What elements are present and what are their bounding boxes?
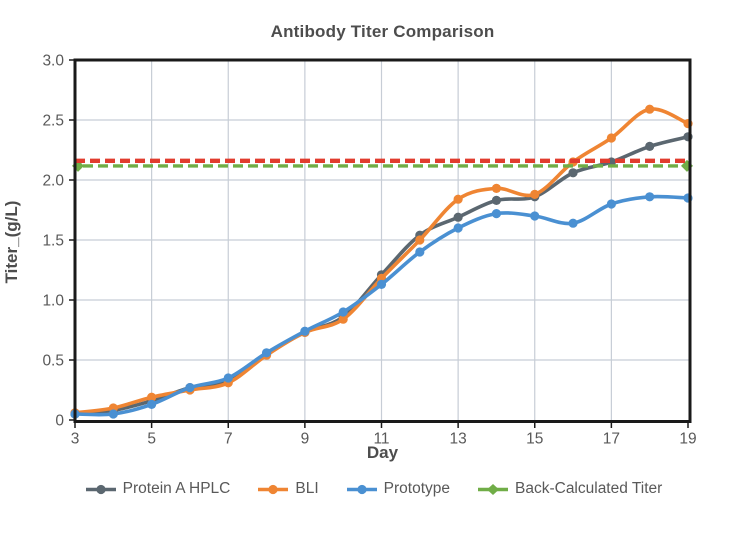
circle-marker-icon [568, 168, 578, 178]
circle-marker-icon [491, 195, 502, 205]
x-tick-label: 11 [373, 431, 389, 448]
circle-marker-icon [530, 211, 540, 221]
y-tick-label: 1.0 [42, 293, 64, 310]
legend-item-bli: BLI [257, 480, 319, 498]
circle-marker-icon [108, 409, 118, 419]
plot-frame [73, 58, 692, 423]
circle-marker-icon [376, 279, 387, 289]
circle-marker-icon [568, 218, 578, 228]
y-tick-label: 0.5 [42, 353, 64, 370]
circle-marker-icon [645, 141, 655, 151]
circle-marker-icon [645, 192, 655, 202]
plot-area: 3 5 7 9 11 13 15 17 19 0 0.5 1.0 1.5 2.0 2.5 3.0 [42, 53, 696, 448]
circle-marker-icon [338, 314, 348, 324]
x-tick-label: 13 [450, 431, 467, 448]
circle-marker-icon [338, 307, 348, 317]
gridlines [75, 60, 690, 422]
legend: Protein A HPLC BLI Prototype Back-Calculate… [0, 480, 747, 498]
circle-marker-icon [453, 223, 463, 233]
y-tick-label: 2.0 [42, 173, 64, 190]
circle-marker-icon [185, 383, 195, 393]
circle-marker-icon [453, 212, 463, 222]
y-tick-label: 3.0 [42, 53, 64, 70]
circle-marker-icon [606, 199, 616, 209]
circle-marker-icon [415, 235, 425, 245]
circle-marker-icon [645, 104, 655, 114]
legend-label: BLI [295, 480, 319, 497]
circle-marker-icon [453, 194, 463, 204]
circle-marker-icon [147, 392, 157, 402]
legend-item-protein-a-hplc: Protein A HPLC [85, 480, 231, 498]
legend-item-back-calculated-titer: Back-Calculated Titer [477, 480, 662, 498]
circle-marker-icon [261, 348, 272, 358]
legend-label: Back-Calculated Titer [515, 480, 663, 497]
x-tick-label: 3 [71, 431, 80, 448]
x-tick-label: 17 [603, 431, 620, 448]
x-tick-label: 7 [224, 431, 233, 448]
legend-marker-icon [478, 483, 508, 495]
y-tick-label: 1.5 [42, 233, 64, 250]
legend-marker-icon [85, 484, 116, 494]
data-series [70, 104, 693, 419]
circle-marker-icon [300, 326, 310, 336]
legend-marker-icon [346, 484, 377, 494]
x-tick-label: 9 [301, 431, 310, 448]
legend-label: Protein A HPLC [122, 480, 231, 497]
circle-marker-icon [606, 133, 616, 143]
circle-marker-icon [491, 183, 502, 193]
y-tick-label: 0 [55, 413, 64, 430]
legend-item-prototype: Prototype [346, 480, 450, 498]
y-tick-label: 2.5 [42, 113, 64, 130]
circle-marker-icon [223, 373, 233, 383]
axis-ticks-and-labels: 3 5 7 9 11 13 15 17 19 0 0.5 1.0 1.5 2.0 2.5 3.0 [42, 53, 696, 448]
circle-marker-icon [491, 209, 502, 219]
x-tick-label: 15 [526, 431, 543, 448]
x-tick-label: 19 [679, 431, 696, 448]
x-tick-label: 5 [147, 431, 156, 448]
circle-marker-icon [415, 247, 425, 257]
legend-marker-icon [258, 484, 289, 494]
legend-label: Prototype [383, 480, 450, 497]
circle-marker-icon [530, 189, 540, 199]
chart-title: Antibody Titer Comparison [270, 22, 495, 41]
reference-lines [72, 158, 693, 172]
x-axis-label: Day [366, 443, 399, 462]
circle-marker-icon [147, 399, 157, 409]
